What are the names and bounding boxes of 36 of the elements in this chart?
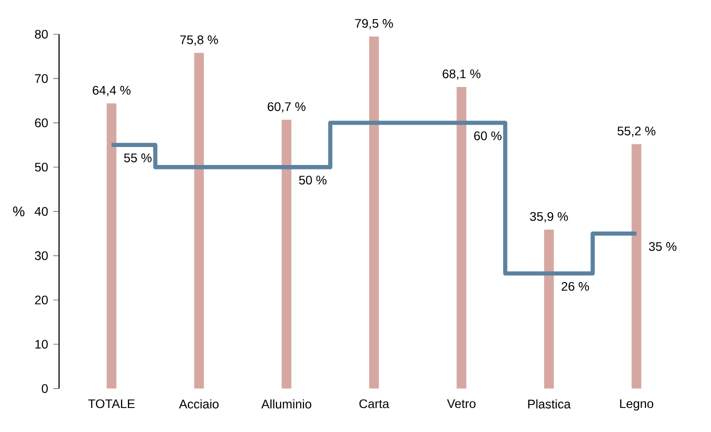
y-tick-label: 70 (35, 74, 48, 84)
x-tick-label: Legno (620, 399, 654, 411)
y-tick-label: 0 (42, 384, 48, 394)
bar (544, 230, 554, 389)
x-tick-label: Vetro (447, 399, 476, 408)
bar (106, 103, 116, 389)
bar (632, 144, 642, 389)
data-label: 64,4 % (92, 86, 130, 96)
y-tick-label: 80 (34, 30, 48, 39)
data-label: 60 % (474, 131, 502, 140)
bar (194, 52, 204, 389)
bar (369, 36, 379, 389)
y-tick-label: 50 (34, 162, 48, 172)
y-axis-title: % (13, 206, 24, 216)
x-tick-label: Acciaio (178, 399, 219, 409)
data-label: 50 % (299, 176, 326, 185)
bar (282, 120, 292, 389)
y-tick-label: 30 (34, 251, 48, 260)
data-label: 35,9 % (530, 212, 568, 222)
y-tick-label: 10 (35, 340, 48, 349)
bar (456, 87, 466, 389)
y-tick-label: 20 (35, 296, 48, 304)
x-tick-label: Carta (359, 399, 390, 408)
y-tick-label: 60 (35, 118, 48, 128)
data-label: 35 % (648, 242, 676, 252)
x-tick-label: Alluminio (261, 399, 312, 409)
data-label: 68,1 % (442, 70, 480, 80)
data-label: 26 % (562, 282, 589, 291)
data-label: 75,8 % (180, 35, 218, 46)
data-label: 55 % (124, 154, 152, 162)
x-tick-label: TOTALE (88, 399, 135, 408)
data-label: 79,5 % (355, 19, 393, 30)
data-label: 55,2 % (618, 126, 656, 137)
data-label: 60,7 % (268, 102, 306, 113)
y-tick-label: 40 (34, 207, 48, 216)
x-tick-label: Plastica (528, 399, 571, 409)
